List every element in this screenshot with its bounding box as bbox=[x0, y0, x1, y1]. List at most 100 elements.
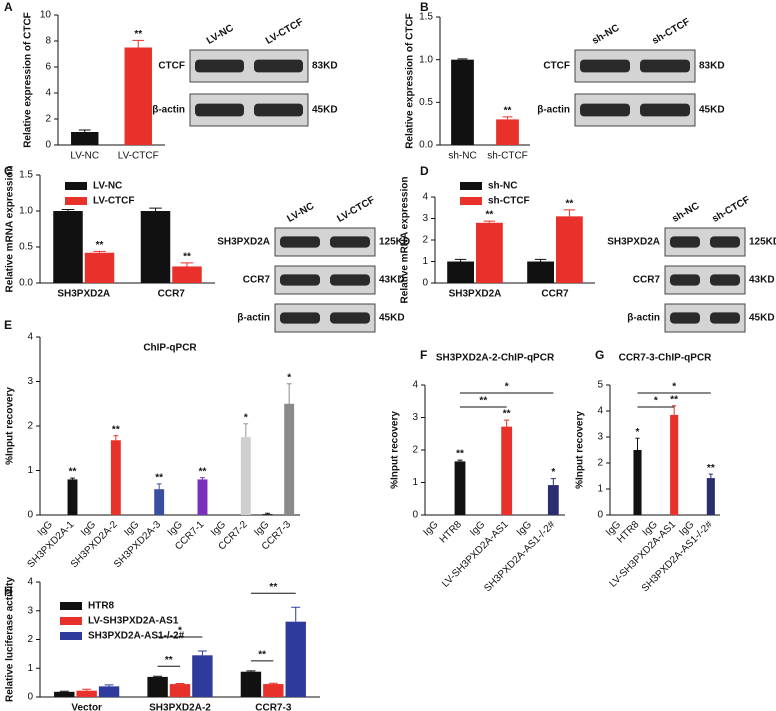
x-tick-label: CCR7-3 bbox=[255, 703, 292, 711]
error-bar bbox=[708, 473, 713, 479]
legend-label: sh-CTCF bbox=[488, 196, 530, 207]
significance-label: ** bbox=[183, 251, 191, 262]
bar bbox=[53, 211, 83, 283]
bar bbox=[71, 132, 99, 145]
bar bbox=[84, 252, 115, 283]
band-label: CCR7 bbox=[633, 275, 661, 286]
y-tick-label: 4 bbox=[27, 332, 33, 343]
y-tick-label: 3 bbox=[27, 605, 33, 616]
chart-title: CCR7-3-ChIP-qPCR bbox=[619, 353, 713, 364]
bar bbox=[501, 426, 513, 515]
bar bbox=[496, 119, 519, 145]
blot-band bbox=[580, 59, 630, 73]
lane-label: LV-NC bbox=[285, 201, 316, 225]
band-size: 45KD bbox=[312, 105, 338, 116]
x-tick-label: SH3PXD2A bbox=[57, 289, 110, 300]
error-bar bbox=[70, 477, 75, 480]
band-label: β-actin bbox=[537, 105, 570, 116]
blot-band bbox=[640, 103, 690, 117]
y-tick-label: 2 bbox=[27, 421, 33, 432]
y-tick-label: 6 bbox=[45, 62, 51, 73]
error-bar bbox=[149, 207, 162, 211]
significance-label: ** bbox=[486, 210, 494, 221]
band-size: 43KD bbox=[379, 275, 405, 286]
legend-label: LV-NC bbox=[93, 181, 122, 192]
x-tick-label: LV-NC bbox=[70, 151, 99, 162]
blot-band bbox=[195, 59, 244, 73]
y-tick-label: 0.5 bbox=[19, 242, 33, 253]
bar bbox=[240, 671, 262, 697]
error-bar bbox=[153, 675, 163, 677]
significance-label: ** bbox=[566, 199, 574, 210]
y-tick-label: 2 bbox=[597, 458, 603, 469]
x-tick-label: HTR8 bbox=[438, 519, 465, 546]
legend-swatch bbox=[60, 632, 82, 640]
error-bar bbox=[483, 220, 496, 223]
bar bbox=[154, 489, 165, 515]
panel-letter: H bbox=[4, 584, 13, 598]
lane-label: LV-CTCF bbox=[335, 195, 376, 225]
error-bar bbox=[635, 437, 640, 450]
x-tick-label: IgG bbox=[515, 519, 534, 538]
bar bbox=[284, 403, 295, 515]
blot-band bbox=[580, 103, 630, 117]
bracket-label: * bbox=[654, 396, 658, 407]
error-bar bbox=[265, 512, 270, 515]
band-size: 83KD bbox=[699, 61, 725, 72]
x-tick-label: Vector bbox=[71, 703, 102, 711]
x-tick-label: CCR7 bbox=[158, 289, 186, 300]
bar bbox=[476, 222, 503, 283]
band-size: 125KD bbox=[379, 237, 410, 248]
band-label: CCR7 bbox=[243, 275, 271, 286]
blot-band bbox=[280, 274, 320, 286]
blot-band bbox=[280, 236, 320, 248]
band-label: SH3PXD2A bbox=[217, 237, 270, 248]
error-bar bbox=[286, 383, 292, 404]
x-tick-label: LV-CTCF bbox=[118, 151, 159, 162]
error-bar bbox=[268, 682, 278, 685]
bracket-label: ** bbox=[165, 655, 173, 666]
y-tick-label: 0 bbox=[422, 278, 428, 289]
y-tick-label: 4 bbox=[412, 380, 418, 391]
error-bar bbox=[59, 690, 69, 692]
x-tick-label: HTR8 bbox=[615, 519, 642, 546]
y-tick-label: 0 bbox=[597, 510, 603, 521]
x-tick-label: SH3PXD2A bbox=[449, 289, 502, 300]
significance-label: * bbox=[636, 427, 640, 438]
y-tick-label: 4 bbox=[27, 577, 33, 588]
bar bbox=[454, 461, 466, 515]
bar bbox=[172, 266, 202, 283]
band-size: 43KD bbox=[749, 275, 775, 286]
y-axis-label: %Input recovery bbox=[5, 387, 16, 465]
legend-label: HTR8 bbox=[88, 601, 115, 612]
y-tick-label: 4 bbox=[422, 192, 428, 203]
significance-label: ** bbox=[670, 394, 678, 405]
bar bbox=[527, 261, 554, 283]
x-tick-label: IgG bbox=[468, 519, 487, 538]
bar bbox=[124, 47, 152, 145]
lane-label: sh-NC bbox=[590, 23, 621, 47]
y-tick-label: 0 bbox=[45, 140, 51, 151]
bar bbox=[110, 440, 121, 515]
bar bbox=[556, 216, 583, 283]
significance-label: * bbox=[244, 412, 248, 423]
y-tick-label: 4 bbox=[45, 88, 51, 99]
bar bbox=[240, 437, 251, 515]
legend-swatch bbox=[60, 602, 82, 610]
bracket-label: * bbox=[672, 382, 676, 393]
panel-letter: F bbox=[420, 348, 427, 362]
y-tick-label: 1.0 bbox=[19, 206, 33, 217]
y-tick-label: 1 bbox=[27, 465, 33, 476]
error-bar bbox=[78, 129, 91, 132]
bar bbox=[197, 479, 208, 515]
bracket-label: * bbox=[178, 626, 182, 637]
blot-band bbox=[330, 312, 370, 324]
error-bar bbox=[132, 39, 145, 48]
error-bar bbox=[454, 258, 467, 262]
y-axis-label: Relative mRNA expression bbox=[5, 166, 16, 293]
significance-label: ** bbox=[199, 466, 207, 477]
y-tick-label: 3 bbox=[412, 412, 418, 423]
blot-band bbox=[670, 274, 700, 286]
y-tick-label: 1.5 bbox=[419, 12, 433, 23]
